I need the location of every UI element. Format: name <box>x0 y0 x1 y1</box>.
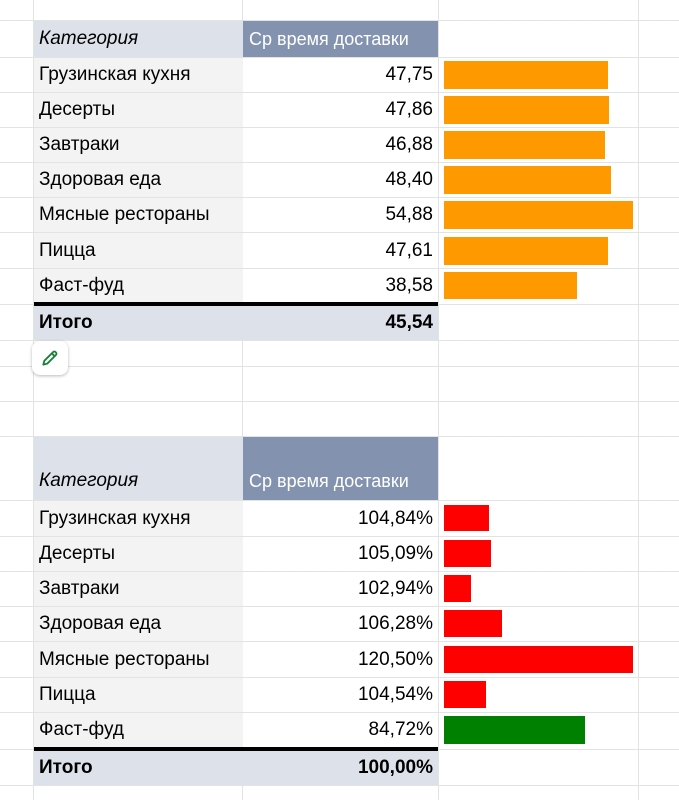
grid-row-line <box>0 197 679 198</box>
table2-row-category[interactable]: Десерты <box>34 537 243 571</box>
grid-row-line <box>0 232 679 233</box>
grid-row-line <box>0 57 679 58</box>
table2-header-category[interactable]: Категория <box>34 437 243 500</box>
table1-row-value[interactable]: 47,61 <box>243 233 438 268</box>
table1-sparkline-bar <box>444 272 577 299</box>
table2-row-category[interactable]: Пицца <box>34 678 243 712</box>
table2-row-category[interactable]: Грузинская кухня <box>34 501 243 536</box>
grid-row-line <box>0 92 679 93</box>
table1-row-value[interactable]: 48,40 <box>243 163 438 197</box>
grid-row-line <box>0 162 679 163</box>
table1-sparkline-bar <box>444 166 611 194</box>
table1-sparkline-bar <box>444 61 608 89</box>
table2-sparkline-bar <box>444 575 471 602</box>
grid-row-line <box>0 127 679 128</box>
pencil-icon <box>42 350 58 366</box>
table2-row-value[interactable]: 105,09% <box>243 537 438 571</box>
table2-row-value[interactable]: 104,84% <box>243 501 438 536</box>
grid-row-line <box>0 20 679 21</box>
grid-column-line <box>242 0 243 800</box>
table1-row-category[interactable]: Мясные рестораны <box>34 198 243 232</box>
table1-row-value[interactable]: 47,86 <box>243 93 438 127</box>
grid-row-line <box>0 536 679 537</box>
table2-sparkline-bar <box>444 610 502 637</box>
table1-row-category[interactable]: Пицца <box>34 233 243 268</box>
grid-column-line <box>438 0 439 800</box>
table1-total-label[interactable]: Итого <box>34 306 243 340</box>
table2-row-value[interactable]: 84,72% <box>243 713 438 747</box>
grid-row-line <box>0 340 679 341</box>
grid-row-line <box>0 401 679 402</box>
table1-row-value[interactable]: 38,58 <box>243 269 438 302</box>
grid-row-line <box>0 785 679 786</box>
table1-total-value[interactable]: 45,54 <box>243 306 438 340</box>
table2-sparkline-bar <box>444 540 491 567</box>
table2-row-value[interactable]: 102,94% <box>243 572 438 606</box>
table2-total-label[interactable]: Итого <box>34 751 243 785</box>
table1-sparkline-bar <box>444 131 605 159</box>
table2-row-value[interactable]: 104,54% <box>243 678 438 712</box>
table2-header-value[interactable]: Ср время доставки <box>243 437 438 500</box>
table2-row-category[interactable]: Мясные рестораны <box>34 642 243 677</box>
grid-row-line <box>0 606 679 607</box>
grid-row-line <box>0 500 679 501</box>
table2-row-category[interactable]: Завтраки <box>34 572 243 606</box>
table1-row-value[interactable]: 47,75 <box>243 58 438 92</box>
table1-row-category[interactable]: Грузинская кухня <box>34 58 243 92</box>
table1-row-value[interactable]: 46,88 <box>243 128 438 162</box>
table2-row-category[interactable]: Здоровая еда <box>34 607 243 641</box>
table1-header-value[interactable]: Ср время доставки <box>243 21 438 57</box>
table2-row-category[interactable]: Фаст-фуд <box>34 713 243 747</box>
table1-total-divider <box>34 302 438 306</box>
table1-row-category[interactable]: Фаст-фуд <box>34 269 243 302</box>
table2-sparkline-bar <box>444 681 486 708</box>
grid-row-line <box>0 677 679 678</box>
table1-row-value[interactable]: 54,88 <box>243 198 438 232</box>
table2-total-divider <box>34 747 438 751</box>
table2-sparkline-bar <box>444 646 633 673</box>
table1-sparkline-bar <box>444 237 608 265</box>
table1-sparkline-bar <box>444 96 609 124</box>
table1-header-category[interactable]: Категория <box>34 21 243 57</box>
table1-row-category[interactable]: Десерты <box>34 93 243 127</box>
grid-row-line <box>0 366 679 367</box>
grid-row-line <box>0 641 679 642</box>
grid-row-line <box>0 436 679 437</box>
table2-row-value[interactable]: 106,28% <box>243 607 438 641</box>
table2-sparkline-bar <box>444 716 585 744</box>
grid-column-line <box>33 0 34 800</box>
grid-row-line <box>0 571 679 572</box>
table1-row-category[interactable]: Здоровая еда <box>34 163 243 197</box>
table2-total-value[interactable]: 100,00% <box>243 751 438 785</box>
table1-sparkline-bar <box>444 201 633 229</box>
table2-sparkline-bar <box>444 505 489 531</box>
table2-row-value[interactable]: 120,50% <box>243 642 438 677</box>
table1-row-category[interactable]: Завтраки <box>34 128 243 162</box>
grid-row-line <box>0 268 679 269</box>
edit-button[interactable] <box>32 341 68 375</box>
grid-column-line <box>638 0 639 800</box>
grid-row-line <box>0 712 679 713</box>
